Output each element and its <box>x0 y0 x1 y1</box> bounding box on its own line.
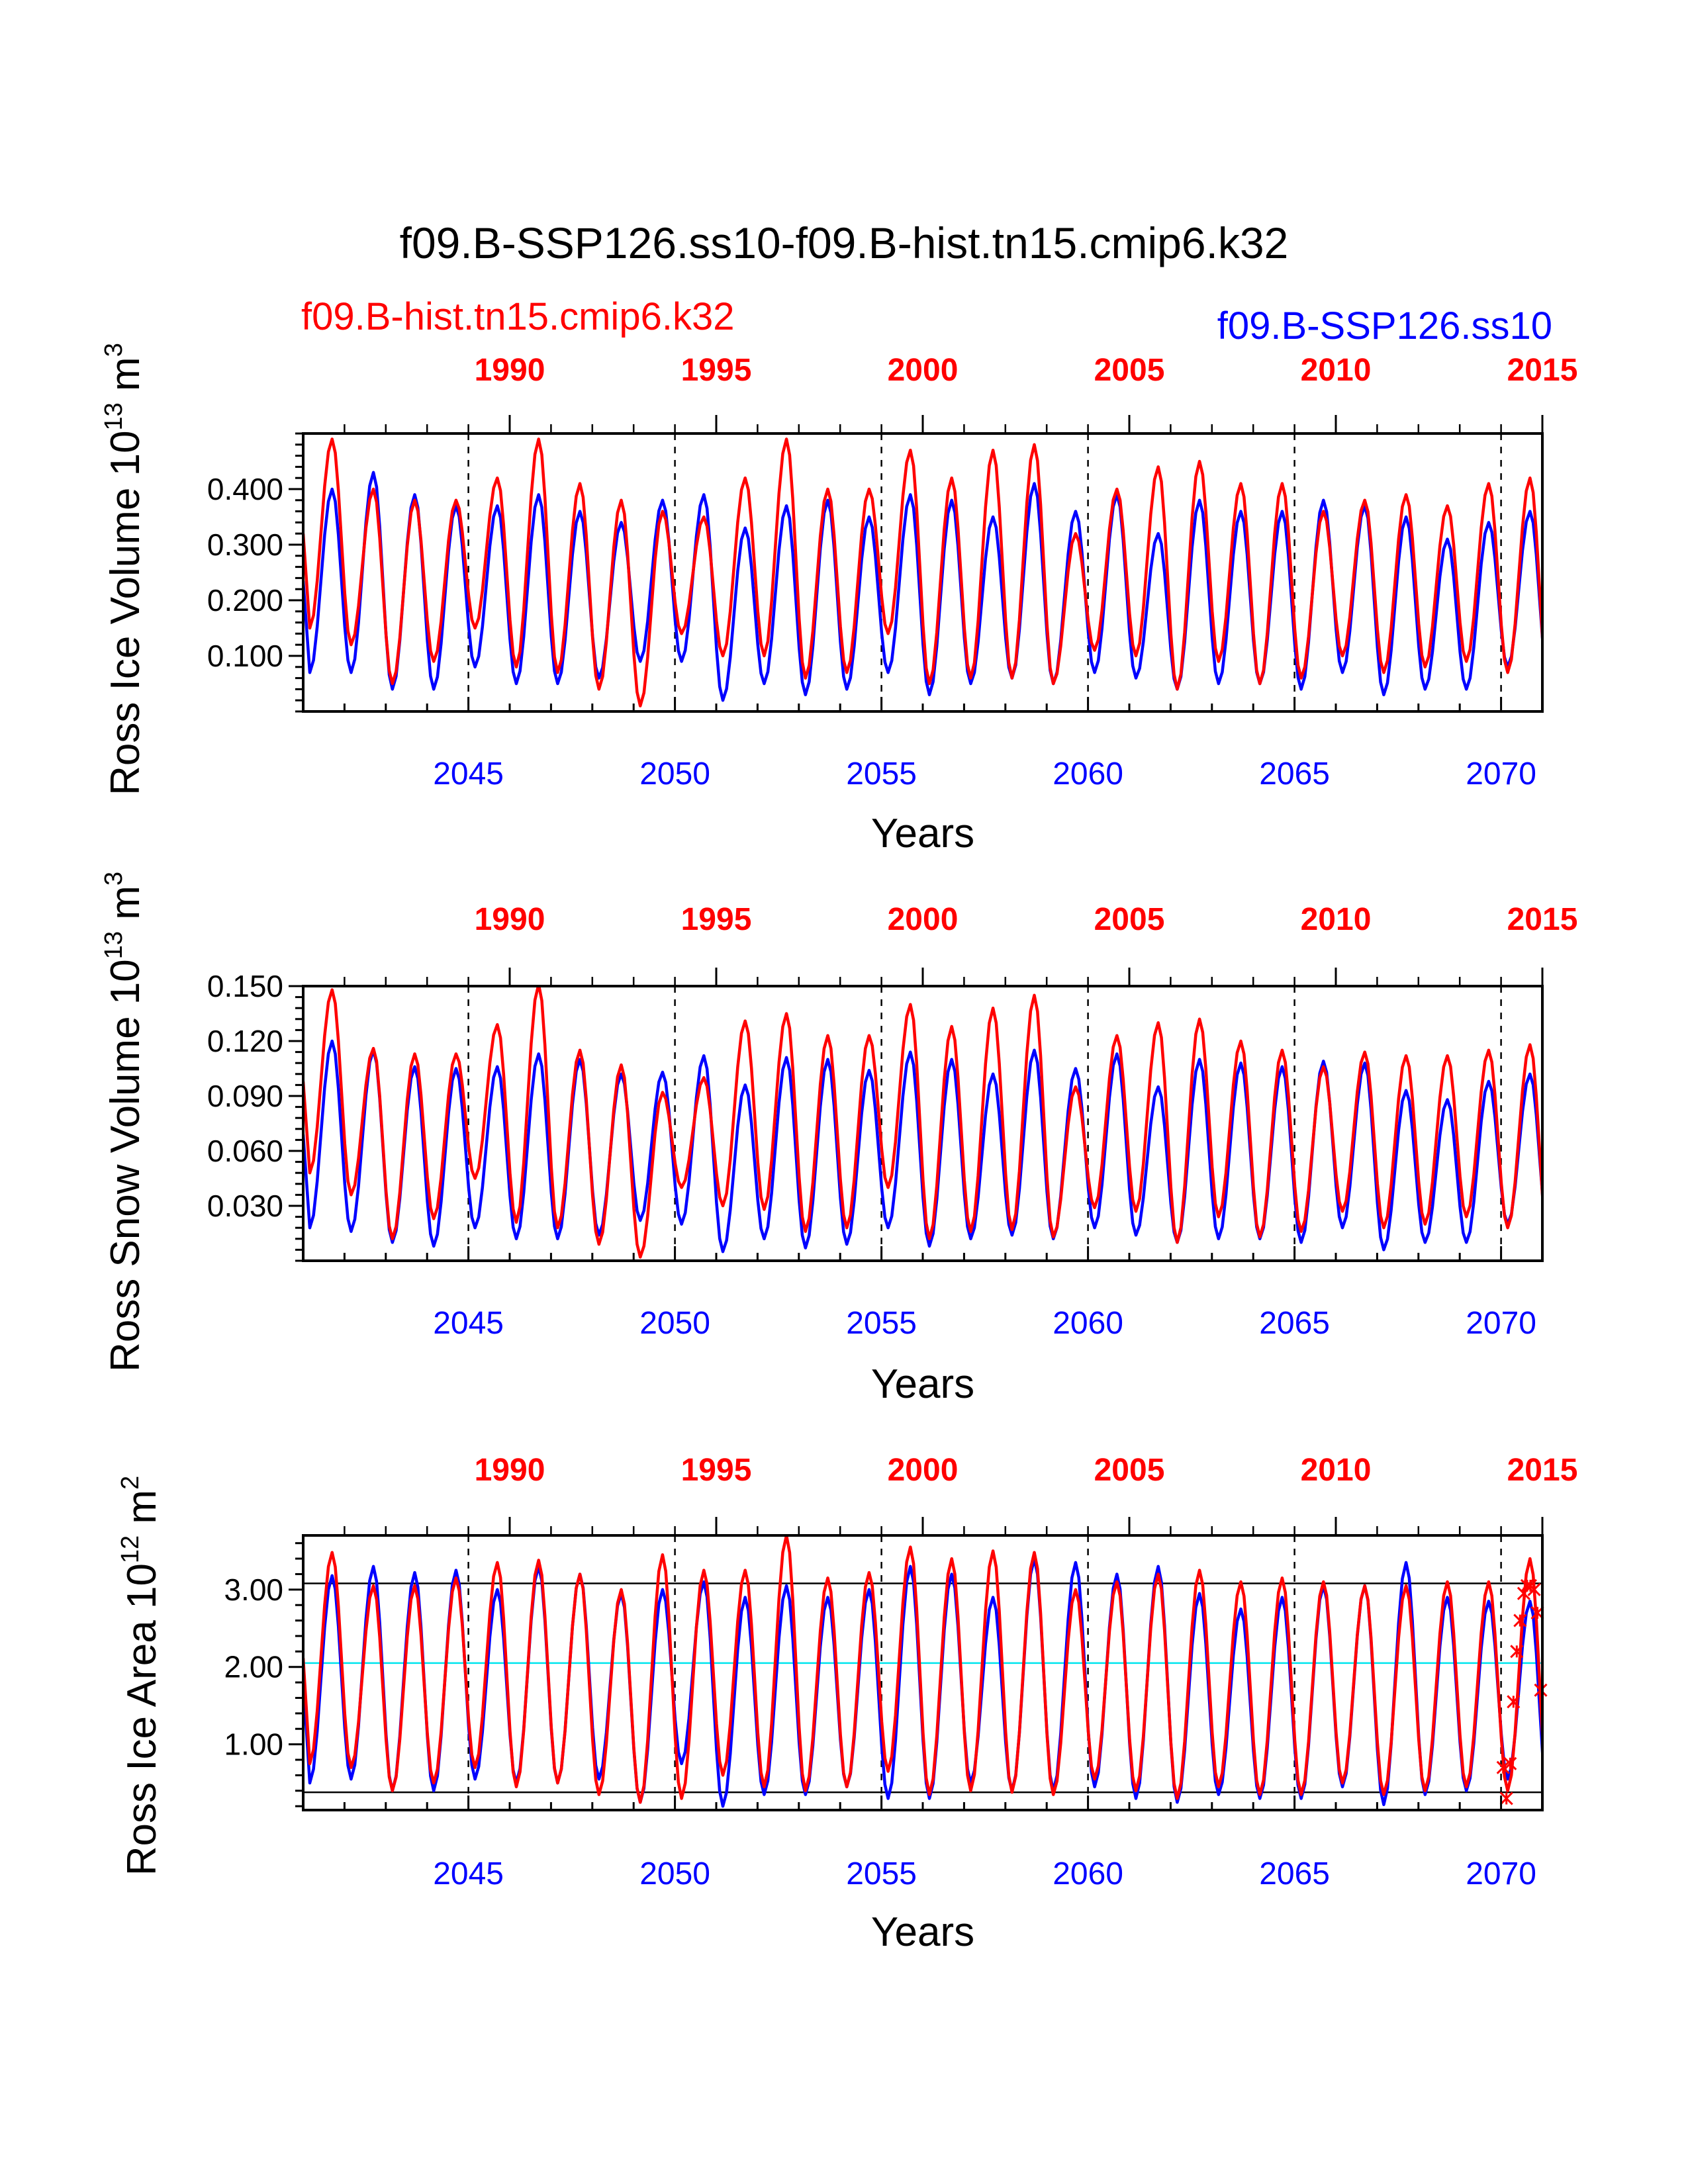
x-tick-label-bottom: 2050 <box>639 1856 710 1891</box>
x-tick-label-bottom: 2060 <box>1053 1856 1123 1891</box>
y-tick-label: 0.030 <box>207 1189 283 1223</box>
y-tick-label: 0.300 <box>207 527 283 562</box>
x-tick-label-bottom: 2065 <box>1259 1856 1330 1891</box>
x-tick-label-bottom: 2050 <box>639 1306 710 1341</box>
series-group <box>303 986 1542 1259</box>
y-tick-label: 0.060 <box>207 1134 283 1168</box>
x-tick-label-top: 2010 <box>1301 353 1372 388</box>
y-tick-label: 0.200 <box>207 583 283 617</box>
plot-frame <box>302 1534 1544 1811</box>
x-tick-label-bottom: 2070 <box>1466 756 1536 792</box>
x-tick-label-bottom: 2050 <box>639 756 710 792</box>
panel-3: 2045 2050 2055 2060 2065 2070 1990 1995 2000 2005… <box>117 1453 1578 1955</box>
x-tick-label-bottom: 2070 <box>1466 1856 1536 1891</box>
marker-point <box>1513 1614 1527 1627</box>
series-line-red <box>303 986 1542 1259</box>
x-tick-label-bottom: 2045 <box>433 756 504 792</box>
series-line-red <box>303 1535 1542 1804</box>
x-tick-label-top: 2005 <box>1094 1453 1165 1488</box>
x-tick-label-top: 2015 <box>1507 353 1578 388</box>
panels: 2045 2050 2055 2060 2065 2070 1990 1995 2000 2005… <box>100 343 1578 1955</box>
x-tick-label-top: 2000 <box>888 353 959 388</box>
y-axis-label: Ross Ice Volume 1013 m3 <box>100 343 148 796</box>
marker-point <box>1499 1792 1513 1805</box>
marker-point <box>1503 1756 1517 1770</box>
marker-point <box>1534 1683 1548 1697</box>
y-tick-label: 2.00 <box>224 1650 283 1684</box>
x-tick-label-top: 1990 <box>475 1453 545 1488</box>
x-tick-label-bottom: 2045 <box>433 1856 504 1891</box>
x-axis-label: Years <box>871 1909 974 1955</box>
series-group <box>303 437 1542 707</box>
x-tick-label-top: 2015 <box>1507 1453 1578 1488</box>
y-axis-label: Ross Ice Area 1012 m2 <box>117 1476 165 1876</box>
x-tick-label-top: 2000 <box>888 1453 959 1488</box>
x-tick-label-top: 2000 <box>888 902 959 937</box>
x-tick-label-top: 2005 <box>1094 902 1165 937</box>
y-tick-label: 0.100 <box>207 639 283 673</box>
y-tick-label: 0.090 <box>207 1079 283 1113</box>
y-axis-label: Ross Snow Volume 1013 m3 <box>100 872 148 1372</box>
x-axis-label: Years <box>871 811 974 856</box>
series-line-red <box>303 437 1542 707</box>
legend-blue-label: f09.B-SSP126.ss10 <box>1217 304 1552 347</box>
y-tick-label: 0.400 <box>207 472 283 506</box>
x-tick-label-bottom: 2045 <box>433 1306 504 1341</box>
x-tick-label-top: 1995 <box>681 353 752 388</box>
marker-point <box>1510 1645 1524 1659</box>
x-tick-label-bottom: 2070 <box>1466 1306 1536 1341</box>
x-tick-label-top: 2005 <box>1094 353 1165 388</box>
y-tick-label: 3.00 <box>224 1572 283 1607</box>
x-tick-label-bottom: 2065 <box>1259 1306 1330 1341</box>
x-tick-label-top: 1995 <box>681 1453 752 1488</box>
x-tick-label-bottom: 2055 <box>846 756 917 792</box>
marker-point <box>1507 1695 1521 1709</box>
x-tick-label-top: 2010 <box>1301 902 1372 937</box>
x-tick-label-top: 2015 <box>1507 902 1578 937</box>
x-tick-label-top: 1995 <box>681 902 752 937</box>
marker-point <box>1496 1760 1510 1774</box>
x-tick-label-bottom: 2055 <box>846 1306 917 1341</box>
panel-1: 2045 2050 2055 2060 2065 2070 1990 1995 2000 2005… <box>100 343 1578 856</box>
marker-point <box>1527 1582 1541 1596</box>
figure-title: f09.B-SSP126.ss10-f09.B-hist.tn15.cmip6.… <box>400 218 1289 267</box>
x-axis-label: Years <box>871 1361 974 1407</box>
x-tick-label-top: 1990 <box>475 353 545 388</box>
x-tick-label-bottom: 2060 <box>1053 756 1123 792</box>
y-tick-label: 0.120 <box>207 1024 283 1058</box>
panel-2: 2045 2050 2055 2060 2065 2070 1990 1995 2000 2005… <box>100 872 1578 1407</box>
x-tick-label-bottom: 2065 <box>1259 756 1330 792</box>
x-tick-label-top: 1990 <box>475 902 545 937</box>
y-tick-label: 0.150 <box>207 969 283 1003</box>
x-tick-label-top: 2010 <box>1301 1453 1372 1488</box>
x-tick-label-bottom: 2060 <box>1053 1306 1123 1341</box>
series-group <box>303 1535 1542 1808</box>
y-tick-label: 1.00 <box>224 1727 283 1762</box>
x-tick-label-bottom: 2055 <box>846 1856 917 1891</box>
legend-red-label: f09.B-hist.tn15.cmip6.k32 <box>301 295 734 338</box>
